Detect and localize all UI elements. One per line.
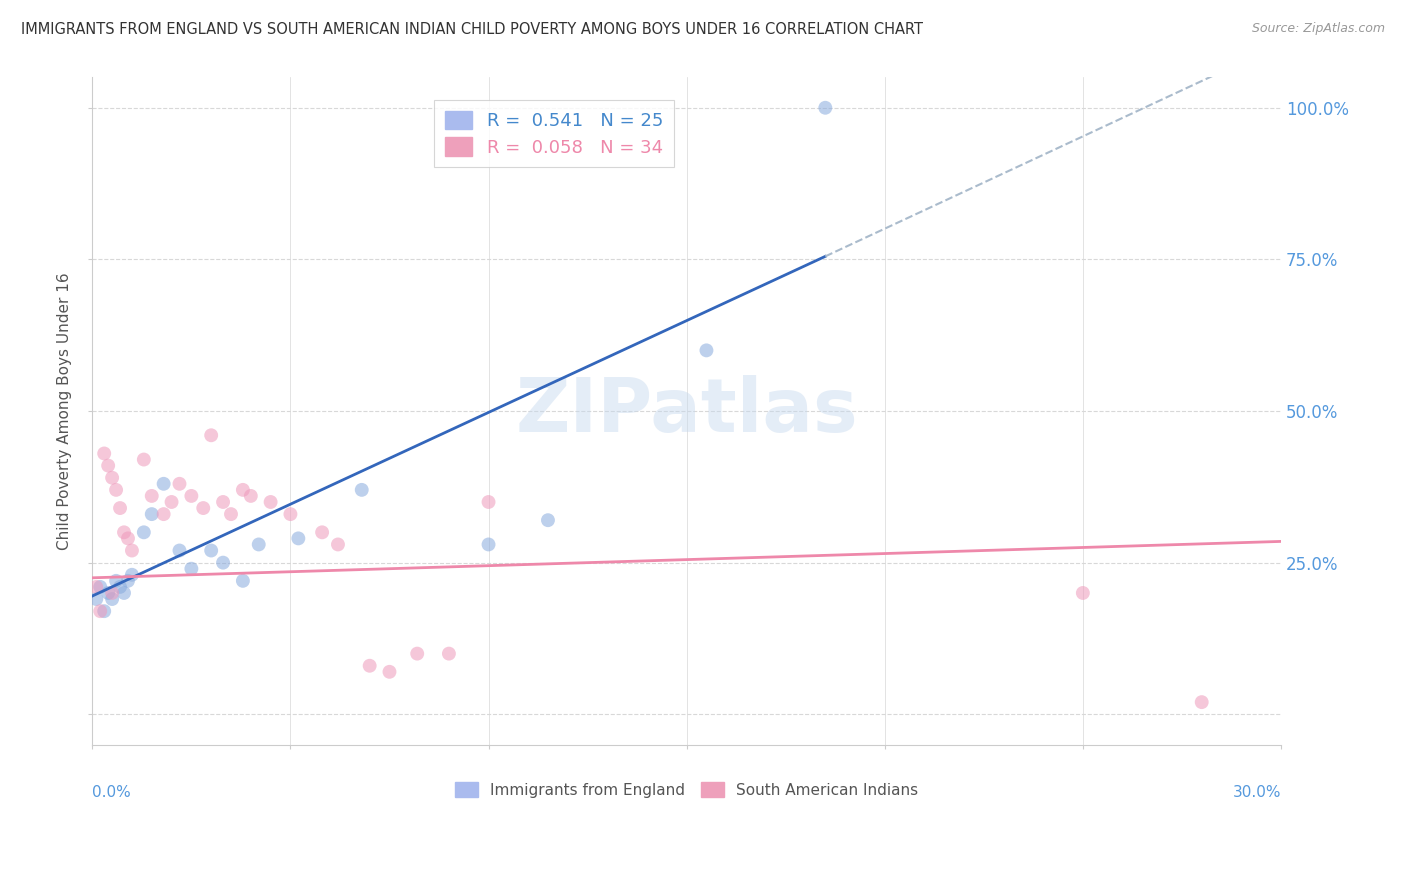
Point: [108, 501, 131, 516]
Point: [97, 586, 120, 600]
Point: [239, 489, 262, 503]
Point: [477, 495, 499, 509]
Point: [1191, 695, 1213, 709]
Legend: Immigrants from England, South American Indians: Immigrants from England, South American …: [449, 775, 924, 804]
Point: [359, 658, 381, 673]
Point: [247, 537, 270, 551]
Point: [121, 567, 143, 582]
Point: [84, 580, 107, 594]
Point: [232, 574, 254, 588]
Point: [160, 495, 183, 509]
Point: [97, 458, 120, 473]
Point: [814, 101, 837, 115]
Point: [287, 532, 309, 546]
Point: [101, 592, 124, 607]
Point: [141, 507, 163, 521]
Point: [326, 537, 349, 551]
Point: [219, 507, 242, 521]
Point: [108, 580, 131, 594]
Y-axis label: Child Poverty Among Boys Under 16: Child Poverty Among Boys Under 16: [58, 272, 72, 549]
Point: [537, 513, 560, 527]
Text: Source: ZipAtlas.com: Source: ZipAtlas.com: [1251, 22, 1385, 36]
Point: [212, 556, 235, 570]
Point: [112, 586, 135, 600]
Point: [350, 483, 373, 497]
Point: [180, 562, 202, 576]
Point: [169, 476, 191, 491]
Point: [280, 507, 302, 521]
Point: [193, 501, 215, 516]
Point: [141, 489, 163, 503]
Point: [212, 495, 235, 509]
Point: [93, 446, 115, 460]
Point: [378, 665, 401, 679]
Point: [89, 580, 111, 594]
Text: 0.0%: 0.0%: [93, 785, 131, 799]
Point: [1071, 586, 1094, 600]
Point: [259, 495, 281, 509]
Point: [89, 604, 111, 618]
Point: [132, 525, 155, 540]
Point: [132, 452, 155, 467]
Point: [311, 525, 333, 540]
Point: [101, 586, 124, 600]
Point: [477, 537, 499, 551]
Point: [152, 476, 174, 491]
Point: [101, 471, 124, 485]
Point: [695, 343, 717, 358]
Text: ZIPatlas: ZIPatlas: [516, 375, 858, 448]
Point: [180, 489, 202, 503]
Point: [117, 532, 139, 546]
Text: IMMIGRANTS FROM ENGLAND VS SOUTH AMERICAN INDIAN CHILD POVERTY AMONG BOYS UNDER : IMMIGRANTS FROM ENGLAND VS SOUTH AMERICA…: [21, 22, 924, 37]
Point: [200, 428, 222, 442]
Point: [93, 604, 115, 618]
Text: 30.0%: 30.0%: [1233, 785, 1281, 799]
Point: [200, 543, 222, 558]
Point: [169, 543, 191, 558]
Point: [152, 507, 174, 521]
Point: [105, 574, 128, 588]
Point: [117, 574, 139, 588]
Point: [437, 647, 460, 661]
Point: [84, 592, 107, 607]
Point: [105, 483, 128, 497]
Point: [406, 647, 429, 661]
Point: [112, 525, 135, 540]
Point: [121, 543, 143, 558]
Point: [232, 483, 254, 497]
